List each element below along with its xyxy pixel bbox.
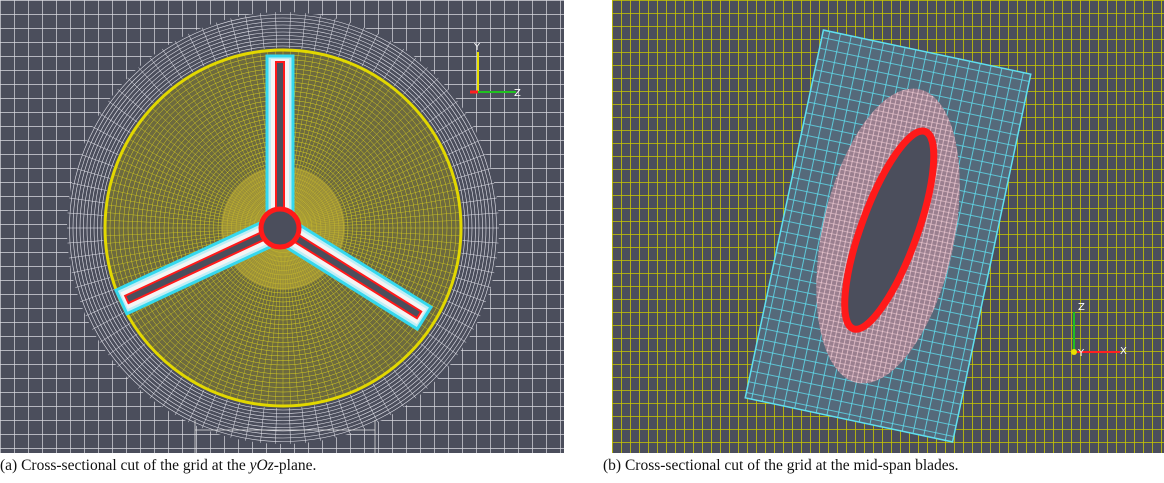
caption-italic: yOz [250, 457, 274, 474]
axis-label: Y [1077, 348, 1085, 359]
caption-b: (b) Cross-sectional cut of the grid at t… [603, 457, 959, 475]
axis-y [1071, 349, 1077, 355]
blade-core [276, 62, 284, 212]
blade [267, 56, 293, 218]
page: Y Z Z Y X (a) Cross-sectional cut of the… [0, 0, 1164, 483]
caption-text: -plane. [274, 457, 317, 474]
axis-label: X [1120, 346, 1127, 357]
figure-b: Z Y X [612, 0, 1164, 453]
axis-label: Z [1078, 302, 1085, 313]
hub [261, 209, 299, 247]
figure-a: Y Z [0, 0, 564, 453]
axis-label: Z [514, 88, 521, 99]
axis-label: Y [473, 42, 481, 53]
caption-text: (a) Cross-sectional cut of the grid at t… [0, 457, 250, 474]
caption-a: (a) Cross-sectional cut of the grid at t… [0, 457, 316, 475]
